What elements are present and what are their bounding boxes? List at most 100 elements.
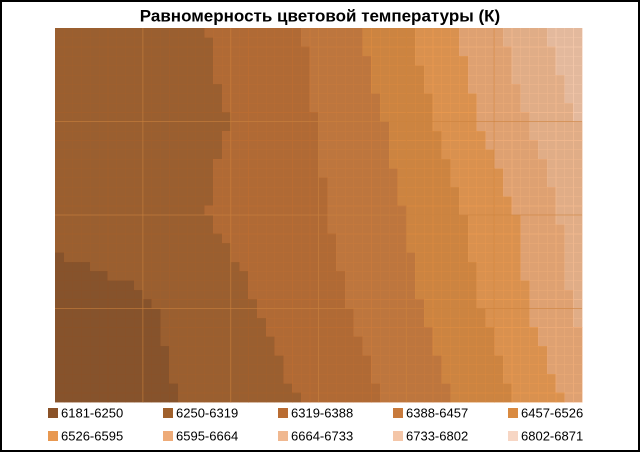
contour-cell bbox=[555, 37, 566, 48]
contour-cell bbox=[265, 327, 276, 338]
contour-cell bbox=[423, 186, 434, 197]
contour-cell bbox=[450, 215, 460, 225]
contour-cell bbox=[362, 28, 372, 38]
contour-cell bbox=[55, 373, 65, 384]
contour-cell bbox=[353, 65, 364, 76]
contour-cell bbox=[564, 186, 574, 197]
contour-cell bbox=[459, 289, 469, 300]
contour-cell bbox=[300, 383, 311, 394]
contour-cell bbox=[336, 158, 346, 169]
contour-cell bbox=[432, 158, 443, 169]
contour-cell bbox=[494, 243, 504, 253]
contour-cell bbox=[107, 37, 118, 48]
contour-cell bbox=[564, 93, 574, 104]
contour-cell bbox=[502, 233, 513, 244]
contour-cell bbox=[292, 289, 302, 300]
contour-cell bbox=[221, 243, 232, 253]
contour-cell bbox=[344, 327, 355, 338]
contour-cell bbox=[239, 28, 249, 38]
contour-cell bbox=[134, 299, 144, 310]
contour-cell bbox=[520, 112, 530, 123]
contour-cell bbox=[353, 289, 364, 300]
contour-cell bbox=[485, 56, 495, 66]
contour-cell bbox=[415, 158, 425, 169]
contour-cell bbox=[204, 28, 214, 38]
contour-cell bbox=[529, 317, 539, 328]
contour-cell bbox=[134, 383, 144, 394]
contour-cell bbox=[63, 261, 74, 272]
contour-cell bbox=[257, 65, 267, 76]
contour-cell bbox=[397, 28, 407, 38]
contour-cell bbox=[388, 243, 399, 253]
contour-cell bbox=[107, 65, 118, 76]
contour-cell bbox=[441, 355, 451, 366]
contour-cell bbox=[151, 252, 161, 263]
contour-cell bbox=[362, 224, 372, 235]
contour-cell bbox=[55, 336, 65, 347]
contour-cell bbox=[520, 289, 530, 300]
contour-cell bbox=[502, 215, 513, 225]
contour-cell bbox=[230, 308, 241, 319]
contour-cell bbox=[265, 46, 276, 57]
contour-cell bbox=[371, 261, 381, 272]
contour-cell bbox=[318, 383, 328, 394]
contour-cell bbox=[529, 74, 539, 85]
contour-cell bbox=[441, 233, 451, 244]
contour-cell bbox=[379, 74, 390, 85]
contour-cell bbox=[274, 299, 284, 310]
contour-cell bbox=[344, 196, 355, 207]
contour-cell bbox=[274, 205, 284, 216]
contour-cell bbox=[81, 130, 91, 141]
contour-cell bbox=[309, 93, 320, 104]
contour-cell bbox=[459, 46, 469, 57]
contour-cell bbox=[213, 196, 223, 207]
contour-cell bbox=[134, 224, 144, 235]
contour-cell bbox=[195, 46, 205, 57]
contour-cell bbox=[564, 317, 574, 328]
contour-cell bbox=[274, 46, 284, 57]
contour-cell bbox=[564, 168, 574, 179]
contour-cell bbox=[406, 37, 416, 48]
legend-swatch bbox=[393, 408, 403, 418]
contour-cell bbox=[538, 299, 548, 310]
contour-cell bbox=[221, 336, 232, 347]
contour-cell bbox=[98, 224, 109, 235]
contour-cell bbox=[257, 168, 267, 179]
contour-cell bbox=[450, 177, 460, 188]
contour-cell bbox=[362, 56, 372, 66]
contour-cell bbox=[353, 168, 364, 179]
contour-cell bbox=[98, 392, 109, 403]
contour-cell bbox=[441, 243, 451, 253]
contour-cell bbox=[309, 336, 320, 347]
contour-cell bbox=[388, 168, 399, 179]
contour-cell bbox=[55, 65, 65, 76]
contour-cell bbox=[318, 149, 328, 160]
contour-cell bbox=[555, 56, 566, 66]
contour-cell bbox=[344, 336, 355, 347]
contour-cell bbox=[423, 327, 434, 338]
contour-cell bbox=[142, 317, 153, 328]
contour-cell bbox=[485, 196, 495, 207]
contour-cell bbox=[379, 327, 390, 338]
contour-cell bbox=[353, 121, 364, 132]
contour-cell bbox=[450, 224, 460, 235]
contour-cell bbox=[125, 121, 135, 132]
contour-cell bbox=[98, 168, 109, 179]
contour-cell bbox=[195, 280, 205, 291]
contour-cell bbox=[502, 168, 513, 179]
contour-cell bbox=[151, 345, 161, 356]
contour-cell bbox=[564, 345, 574, 356]
contour-cell bbox=[151, 308, 161, 319]
contour-cell bbox=[502, 299, 513, 310]
contour-cell bbox=[230, 140, 241, 151]
contour-cell bbox=[494, 308, 504, 319]
contour-cell bbox=[327, 46, 337, 57]
contour-cell bbox=[309, 308, 320, 319]
contour-cell bbox=[397, 196, 407, 207]
contour-cell bbox=[292, 102, 302, 113]
legend-swatch bbox=[48, 431, 58, 441]
contour-cell bbox=[327, 383, 337, 394]
contour-cell bbox=[432, 37, 443, 48]
contour-cell bbox=[476, 140, 486, 151]
contour-cell bbox=[529, 28, 539, 38]
